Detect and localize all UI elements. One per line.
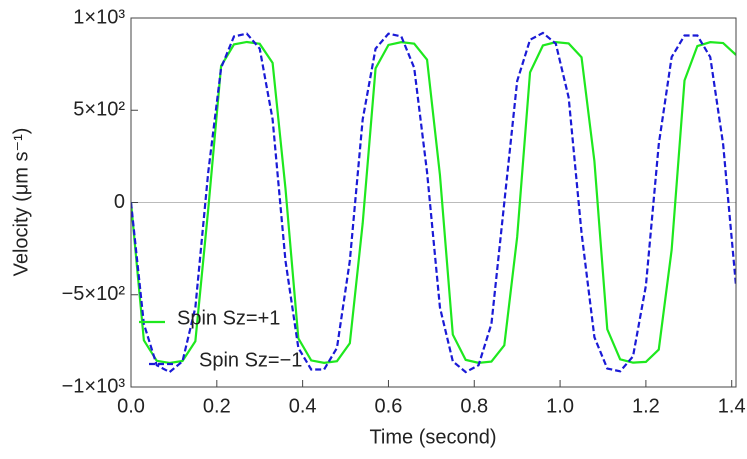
y-tick-label: −5×10² bbox=[62, 283, 126, 305]
x-axis-label: Time (second) bbox=[369, 426, 496, 448]
x-tick-label: 0.4 bbox=[289, 395, 317, 417]
x-tick-label: 0.6 bbox=[375, 395, 403, 417]
y-tick-label: 1×10³ bbox=[73, 6, 125, 28]
x-tick-label: 0.2 bbox=[203, 395, 231, 417]
series-line bbox=[131, 31, 736, 374]
y-axis-label: Velocity (μm s⁻¹) bbox=[10, 128, 32, 277]
x-tick-label: 0.0 bbox=[117, 395, 145, 417]
y-tick-label: 0 bbox=[114, 191, 125, 213]
plot-frame bbox=[130, 17, 737, 388]
series-line bbox=[131, 40, 736, 365]
y-tick-label: 5×10² bbox=[73, 99, 125, 121]
legend-label: Spin Sz=+1 bbox=[177, 307, 280, 329]
x-tick-label: 0.8 bbox=[460, 395, 488, 417]
y-tick-label: −1×10³ bbox=[62, 375, 126, 397]
x-tick-label: 1.0 bbox=[546, 395, 574, 417]
plot-area bbox=[131, 31, 736, 374]
legend-label: Spin Sz=−1 bbox=[199, 349, 302, 371]
x-tick-label: 1.4 bbox=[718, 395, 746, 417]
x-tick-label: 1.2 bbox=[632, 395, 660, 417]
